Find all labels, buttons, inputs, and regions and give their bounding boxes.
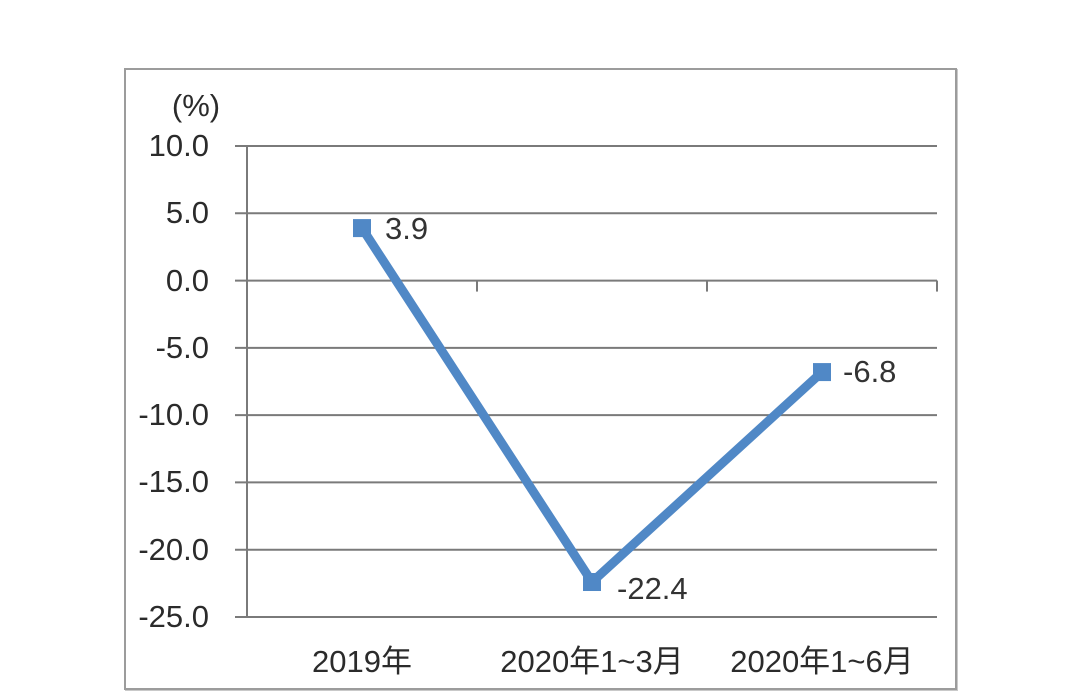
data-point-marker: [813, 363, 831, 382]
data-point-marker: [353, 219, 371, 238]
data-point-marker: [583, 573, 601, 592]
